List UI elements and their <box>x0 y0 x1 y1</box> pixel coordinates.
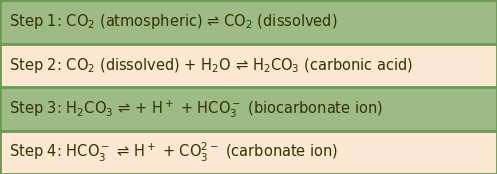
Text: Step 2: CO$_2$ (dissolved) + H$_2$O ⇌ H$_2$CO$_3$ (carbonic acid): Step 2: CO$_2$ (dissolved) + H$_2$O ⇌ H$… <box>9 56 414 75</box>
Text: Step 4: HCO$_3^-$ ⇌ H$^+$ + CO$_3^{2-}$ (carbonate ion): Step 4: HCO$_3^-$ ⇌ H$^+$ + CO$_3^{2-}$ … <box>9 141 338 164</box>
Bar <box>0 87 497 130</box>
Bar <box>0 44 497 87</box>
Text: Step 3: H$_2$CO$_3$ ⇌ + H$^+$ + HCO$_3^-$ (biocarbonate ion): Step 3: H$_2$CO$_3$ ⇌ + H$^+$ + HCO$_3^-… <box>9 98 383 120</box>
Bar <box>0 130 497 174</box>
Bar <box>0 0 497 44</box>
Text: Step 1: CO$_2$ (atmospheric) ⇌ CO$_2$ (dissolved): Step 1: CO$_2$ (atmospheric) ⇌ CO$_2$ (d… <box>9 12 337 31</box>
